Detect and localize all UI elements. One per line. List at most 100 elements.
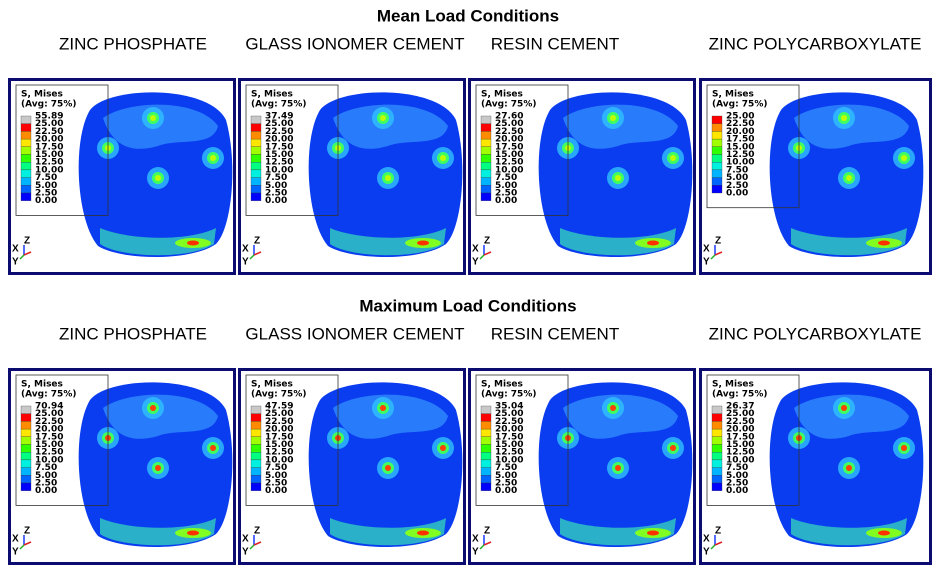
legend-swatch — [251, 468, 261, 476]
triad-z: Z — [484, 526, 490, 537]
legend-swatch — [481, 421, 491, 429]
legend-swatch — [481, 475, 491, 483]
legend-swatch — [251, 170, 261, 178]
legend-swatch — [481, 147, 491, 155]
stress-core — [615, 465, 621, 471]
legend-swatch — [481, 437, 491, 445]
legend-swatch — [712, 414, 722, 422]
triad-z: Z — [715, 236, 721, 247]
triad-x: X — [472, 534, 479, 545]
legend-swatch — [251, 139, 261, 147]
stress-core — [615, 175, 621, 181]
stress-core — [150, 405, 156, 411]
column-label: RESIN CEMENT — [491, 324, 619, 343]
legend-swatch — [251, 147, 261, 155]
column-label: GLASS IONOMER CEMENT — [245, 34, 464, 53]
legend-swatch — [251, 445, 261, 453]
legend-subtitle: (Avg: 75%) — [251, 100, 306, 110]
legend-title: S, Mises — [21, 90, 63, 100]
legend-swatch — [251, 185, 261, 193]
legend-title: S, Mises — [251, 90, 293, 100]
panel: S, Mises(Avg: 75%)35.0425.0022.5020.0017… — [470, 370, 695, 564]
legend-swatch — [481, 116, 491, 124]
stress-margin-core — [647, 241, 659, 246]
stress-core — [380, 115, 386, 121]
legend-swatch — [481, 178, 491, 186]
triad-y: Y — [12, 547, 19, 558]
panel: S, Mises(Avg: 75%)55.8925.0022.5020.0017… — [10, 80, 235, 274]
legend-subtitle: (Avg: 75%) — [712, 100, 767, 110]
triad-x: X — [12, 244, 19, 255]
legend-swatch — [712, 452, 722, 460]
stress-core — [846, 175, 852, 181]
legend-swatch — [481, 460, 491, 468]
legend-swatch — [251, 414, 261, 422]
legend-swatch — [21, 124, 31, 132]
figure: Mean Load ConditionsZINC PHOSPHATES, Mis… — [0, 0, 936, 567]
legend-swatch — [251, 429, 261, 437]
legend-swatch — [251, 124, 261, 132]
column-label: ZINC PHOSPHATE — [59, 34, 207, 53]
panel: S, Mises(Avg: 75%)37.4925.0022.5020.0017… — [240, 80, 465, 274]
triad-z: Z — [24, 526, 30, 537]
legend-swatch — [21, 475, 31, 483]
triad-y: Y — [242, 547, 249, 558]
stress-margin-core — [187, 531, 199, 536]
legend-swatch — [21, 139, 31, 147]
legend-swatch — [712, 139, 722, 147]
stress-core — [670, 155, 676, 161]
legend-subtitle: (Avg: 75%) — [21, 100, 76, 110]
triad-x: X — [12, 534, 19, 545]
legend-value: 0.00 — [726, 189, 748, 199]
triad-x: X — [472, 244, 479, 255]
stress-core — [385, 175, 391, 181]
legend-swatch — [712, 178, 722, 186]
legend-value: 0.00 — [35, 196, 57, 206]
legend-value: 0.00 — [495, 486, 517, 496]
legend-swatch — [712, 162, 722, 170]
triad-z: Z — [24, 236, 30, 247]
legend-title: S, Mises — [481, 380, 523, 390]
legend-swatch — [481, 483, 491, 491]
stress-core — [150, 115, 156, 121]
legend-swatch — [251, 460, 261, 468]
legend-title: S, Mises — [251, 380, 293, 390]
legend-swatch — [21, 170, 31, 178]
legend-title: S, Mises — [481, 90, 523, 100]
stress-core — [210, 155, 216, 161]
legend-swatch — [21, 178, 31, 186]
legend-swatch — [481, 131, 491, 139]
triad-y: Y — [472, 547, 479, 558]
legend-swatch — [481, 139, 491, 147]
panel: S, Mises(Avg: 75%)25.0022.5020.0017.5015… — [701, 80, 931, 274]
legend-swatch — [712, 185, 722, 193]
legend-swatch — [21, 437, 31, 445]
legend-swatch — [21, 483, 31, 491]
triad-x: X — [703, 534, 710, 545]
column-label: GLASS IONOMER CEMENT — [245, 324, 464, 343]
stress-core — [901, 155, 907, 161]
legend-title: S, Mises — [21, 380, 63, 390]
legend-swatch — [251, 421, 261, 429]
legend-swatch — [712, 147, 722, 155]
stress-core — [670, 445, 676, 451]
legend-swatch — [712, 445, 722, 453]
legend-subtitle: (Avg: 75%) — [712, 390, 767, 400]
legend-swatch — [481, 124, 491, 132]
stress-core — [610, 405, 616, 411]
panel: S, Mises(Avg: 75%)26.3725.0022.5020.0017… — [701, 370, 931, 564]
column-label: ZINC POLYCARBOXYLATE — [709, 34, 922, 53]
legend-swatch — [21, 185, 31, 193]
legend-value: 0.00 — [726, 486, 748, 496]
legend-swatch — [481, 429, 491, 437]
legend-title: S, Mises — [712, 380, 754, 390]
legend-swatch — [712, 460, 722, 468]
stress-margin-core — [647, 531, 659, 536]
triad-z: Z — [715, 526, 721, 537]
legend-swatch — [481, 170, 491, 178]
legend-swatch — [251, 162, 261, 170]
legend-swatch — [21, 406, 31, 414]
legend-swatch — [251, 131, 261, 139]
legend-swatch — [712, 170, 722, 178]
legend-swatch — [251, 193, 261, 201]
